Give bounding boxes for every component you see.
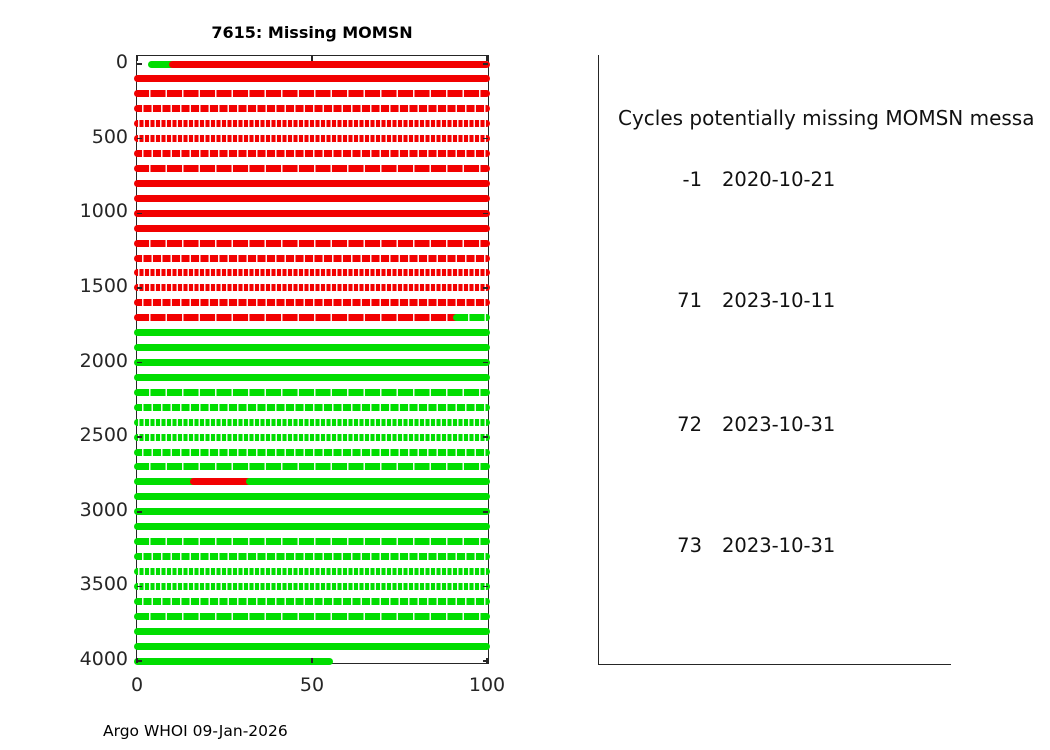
cycle-line-segment (134, 448, 490, 456)
cycle-date: 2023-10-31 (722, 534, 836, 557)
x-axis-tick (311, 658, 313, 663)
cycle-line-segment (134, 508, 490, 516)
cycle-line-segment (134, 135, 490, 143)
y-tick-label: 3000 (79, 498, 128, 521)
y-axis-tick (483, 660, 488, 662)
y-axis-tick (483, 585, 488, 588)
plot-area (134, 55, 490, 665)
cycle-line-segment (134, 120, 490, 128)
y-tick-label: 3500 (79, 573, 128, 596)
cycle-line-segment (134, 150, 490, 158)
cycle-number: 71 (677, 289, 702, 312)
cycle-date: 2023-10-31 (722, 413, 836, 436)
cycle-line-segment (246, 478, 490, 486)
cycle-line-segment (134, 164, 490, 172)
cycle-number: -1 (682, 168, 702, 191)
y-axis-tick (137, 137, 142, 140)
y-axis-tick (137, 212, 142, 214)
cycle-line-segment (134, 75, 490, 83)
cycle-line-segment (134, 105, 490, 113)
cycle-line-segment (134, 344, 490, 352)
missing-cycles-header: Cycles potentially missing MOMSN messa (618, 106, 1035, 130)
y-axis-tick (483, 511, 488, 513)
y-tick-label: 1000 (79, 200, 128, 223)
x-axis-tick (311, 56, 313, 61)
cycle-line-segment (134, 627, 490, 635)
x-tick-label: 100 (468, 674, 506, 696)
cycle-line-segment (134, 90, 490, 98)
x-axis-tick (136, 56, 138, 61)
cycle-number: 72 (677, 413, 702, 436)
cycle-line-segment (134, 433, 490, 441)
cycle-line-segment (134, 478, 196, 486)
y-axis-tick (137, 660, 142, 662)
cycle-line-segment (148, 60, 175, 68)
x-axis-tick (486, 56, 488, 61)
y-tick-label: 4000 (79, 648, 128, 670)
y-axis-tick (483, 436, 488, 438)
y-axis-tick (483, 212, 488, 214)
cycle-line-segment (134, 254, 490, 262)
y-axis-tick (137, 436, 142, 438)
cycle-line-segment (134, 179, 490, 187)
cycle-line-segment (169, 60, 490, 68)
x-tick-label: 0 (130, 674, 144, 696)
cycle-line-segment (134, 403, 490, 411)
y-axis-tick (483, 287, 488, 289)
y-tick-label: 500 (91, 125, 128, 148)
cycle-number: 73 (677, 534, 702, 557)
y-axis-tick (137, 287, 142, 289)
y-axis-tick (137, 511, 142, 513)
cycle-line-segment (134, 359, 490, 366)
cycle-entry: 71 2023-10-11 (650, 289, 835, 313)
cycle-line-segment (134, 373, 490, 381)
cycle-date: 2020-10-21 (722, 168, 836, 191)
cycle-line-segment (134, 209, 490, 217)
cycle-entry: -1 2020-10-21 (650, 168, 836, 192)
cycle-line-segment (134, 493, 490, 501)
y-axis-tick (483, 361, 488, 364)
cycle-line-segment (134, 269, 490, 277)
cycle-line-segment (134, 284, 490, 292)
y-tick-label: 2500 (79, 424, 128, 447)
cycle-line-segment (134, 463, 490, 471)
y-tick-label: 1500 (79, 274, 128, 297)
footer-annotation: Argo WHOI 09-Jan-2026 (103, 722, 288, 740)
cycle-line-segment (134, 582, 490, 590)
cycle-line-segment (134, 553, 490, 561)
cycle-line-segment (134, 194, 490, 202)
cycle-line-segment (134, 418, 490, 426)
cycle-line-segment (134, 612, 490, 620)
cycle-line-segment (134, 239, 490, 247)
cycle-line-segment (134, 523, 490, 531)
cycle-entry: 73 2023-10-31 (650, 534, 835, 558)
y-tick-label: 0 (115, 51, 128, 73)
cycle-line-segment (134, 314, 459, 322)
cycle-line-segment (134, 538, 490, 546)
cycle-line-segment (134, 567, 490, 575)
cycle-entry: 72 2023-10-31 (650, 413, 835, 437)
cycle-line-segment (452, 314, 490, 322)
chart-title: 7615: Missing MOMSN (211, 23, 413, 42)
cycle-line-segment (134, 329, 490, 337)
cycle-line-segment (134, 597, 490, 605)
cycle-line-segment (134, 642, 490, 650)
cycle-line-segment (134, 224, 490, 232)
y-axis-tick (137, 63, 142, 65)
y-axis-tick (483, 137, 488, 140)
y-axis-tick (137, 585, 142, 588)
panel-border (598, 55, 951, 665)
y-tick-label: 2000 (79, 349, 128, 372)
cycle-date: 2023-10-11 (722, 289, 836, 312)
y-axis-tick (483, 63, 488, 65)
cycle-line-segment (134, 657, 333, 665)
cycle-line-segment (134, 388, 490, 396)
x-tick-label: 50 (299, 674, 325, 696)
y-axis-tick (137, 361, 142, 364)
cycle-line-segment (190, 478, 252, 486)
cycle-line-segment (134, 299, 490, 307)
